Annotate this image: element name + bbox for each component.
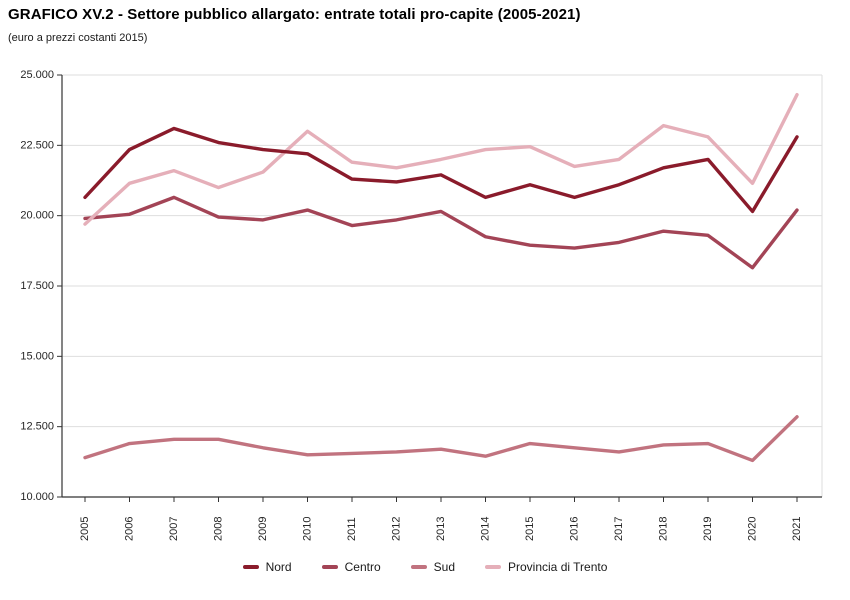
legend-marker-sud: [410, 565, 427, 569]
legend-label-centro: Centro: [344, 560, 381, 574]
legend-label-sud: Sud: [433, 560, 455, 574]
legend-marker-nord: [242, 565, 259, 569]
x-tick-label: 2008: [213, 517, 225, 541]
y-tick-label: 20.000: [20, 210, 54, 222]
x-tick-label: 2020: [747, 517, 759, 541]
legend-label-nord: Nord: [265, 560, 292, 574]
line-chart-plot-area: 10.000 12.500 15.000 17.500 20.000 22.500 25.0…: [20, 69, 823, 541]
x-tick-label: 2018: [658, 517, 670, 541]
y-tick-label: 17.500: [20, 280, 54, 292]
y-tick-label: 10.000: [20, 491, 54, 503]
series-line-centro: [83, 195, 799, 270]
legend-label-provincia-di-trento: Provincia di Trento: [508, 560, 608, 574]
chart-legend: Nord Centro Sud Provincia di Trento: [0, 560, 850, 574]
x-tick-label: 2021: [791, 517, 803, 541]
legend-item-provincia-di-trento: Provincia di Trento: [485, 560, 607, 574]
x-tick-label: 2016: [569, 517, 581, 541]
legend-marker-provincia-di-trento: [485, 565, 501, 569]
series-line-nord: [83, 126, 799, 214]
x-tick-label: 2015: [524, 517, 536, 541]
x-tick-label: 2010: [302, 517, 314, 541]
x-tick-label: 2014: [480, 517, 492, 541]
y-tick-label: 22.500: [20, 139, 54, 151]
y-tick-label: 12.500: [20, 421, 54, 433]
x-tick-label: 2012: [391, 517, 403, 541]
y-tick-label: 25.000: [20, 69, 54, 81]
legend-item-centro: Centro: [321, 560, 381, 574]
y-tick-label: 15.000: [20, 350, 54, 362]
legend-item-sud: Sud: [410, 560, 455, 574]
x-tick-label: 2013: [435, 517, 447, 541]
x-tick-label: 2019: [702, 517, 714, 541]
x-tick-label: 2011: [346, 517, 358, 541]
series-line-provincia-di-trento: [83, 92, 799, 226]
x-tick-label: 2005: [79, 517, 91, 541]
x-tick-label: 2009: [257, 517, 269, 541]
chart-subtitle: (euro a prezzi costanti 2015): [8, 32, 148, 44]
legend-marker-centro: [321, 565, 338, 569]
legend-item-nord: Nord: [242, 560, 292, 574]
x-tick-label: 2017: [613, 517, 625, 541]
chart-title: GRAFICO XV.2 - Settore pubblico allargat…: [8, 6, 581, 23]
x-tick-label: 2006: [124, 517, 136, 541]
series-line-sud: [83, 415, 799, 463]
x-tick-label: 2007: [168, 517, 180, 541]
